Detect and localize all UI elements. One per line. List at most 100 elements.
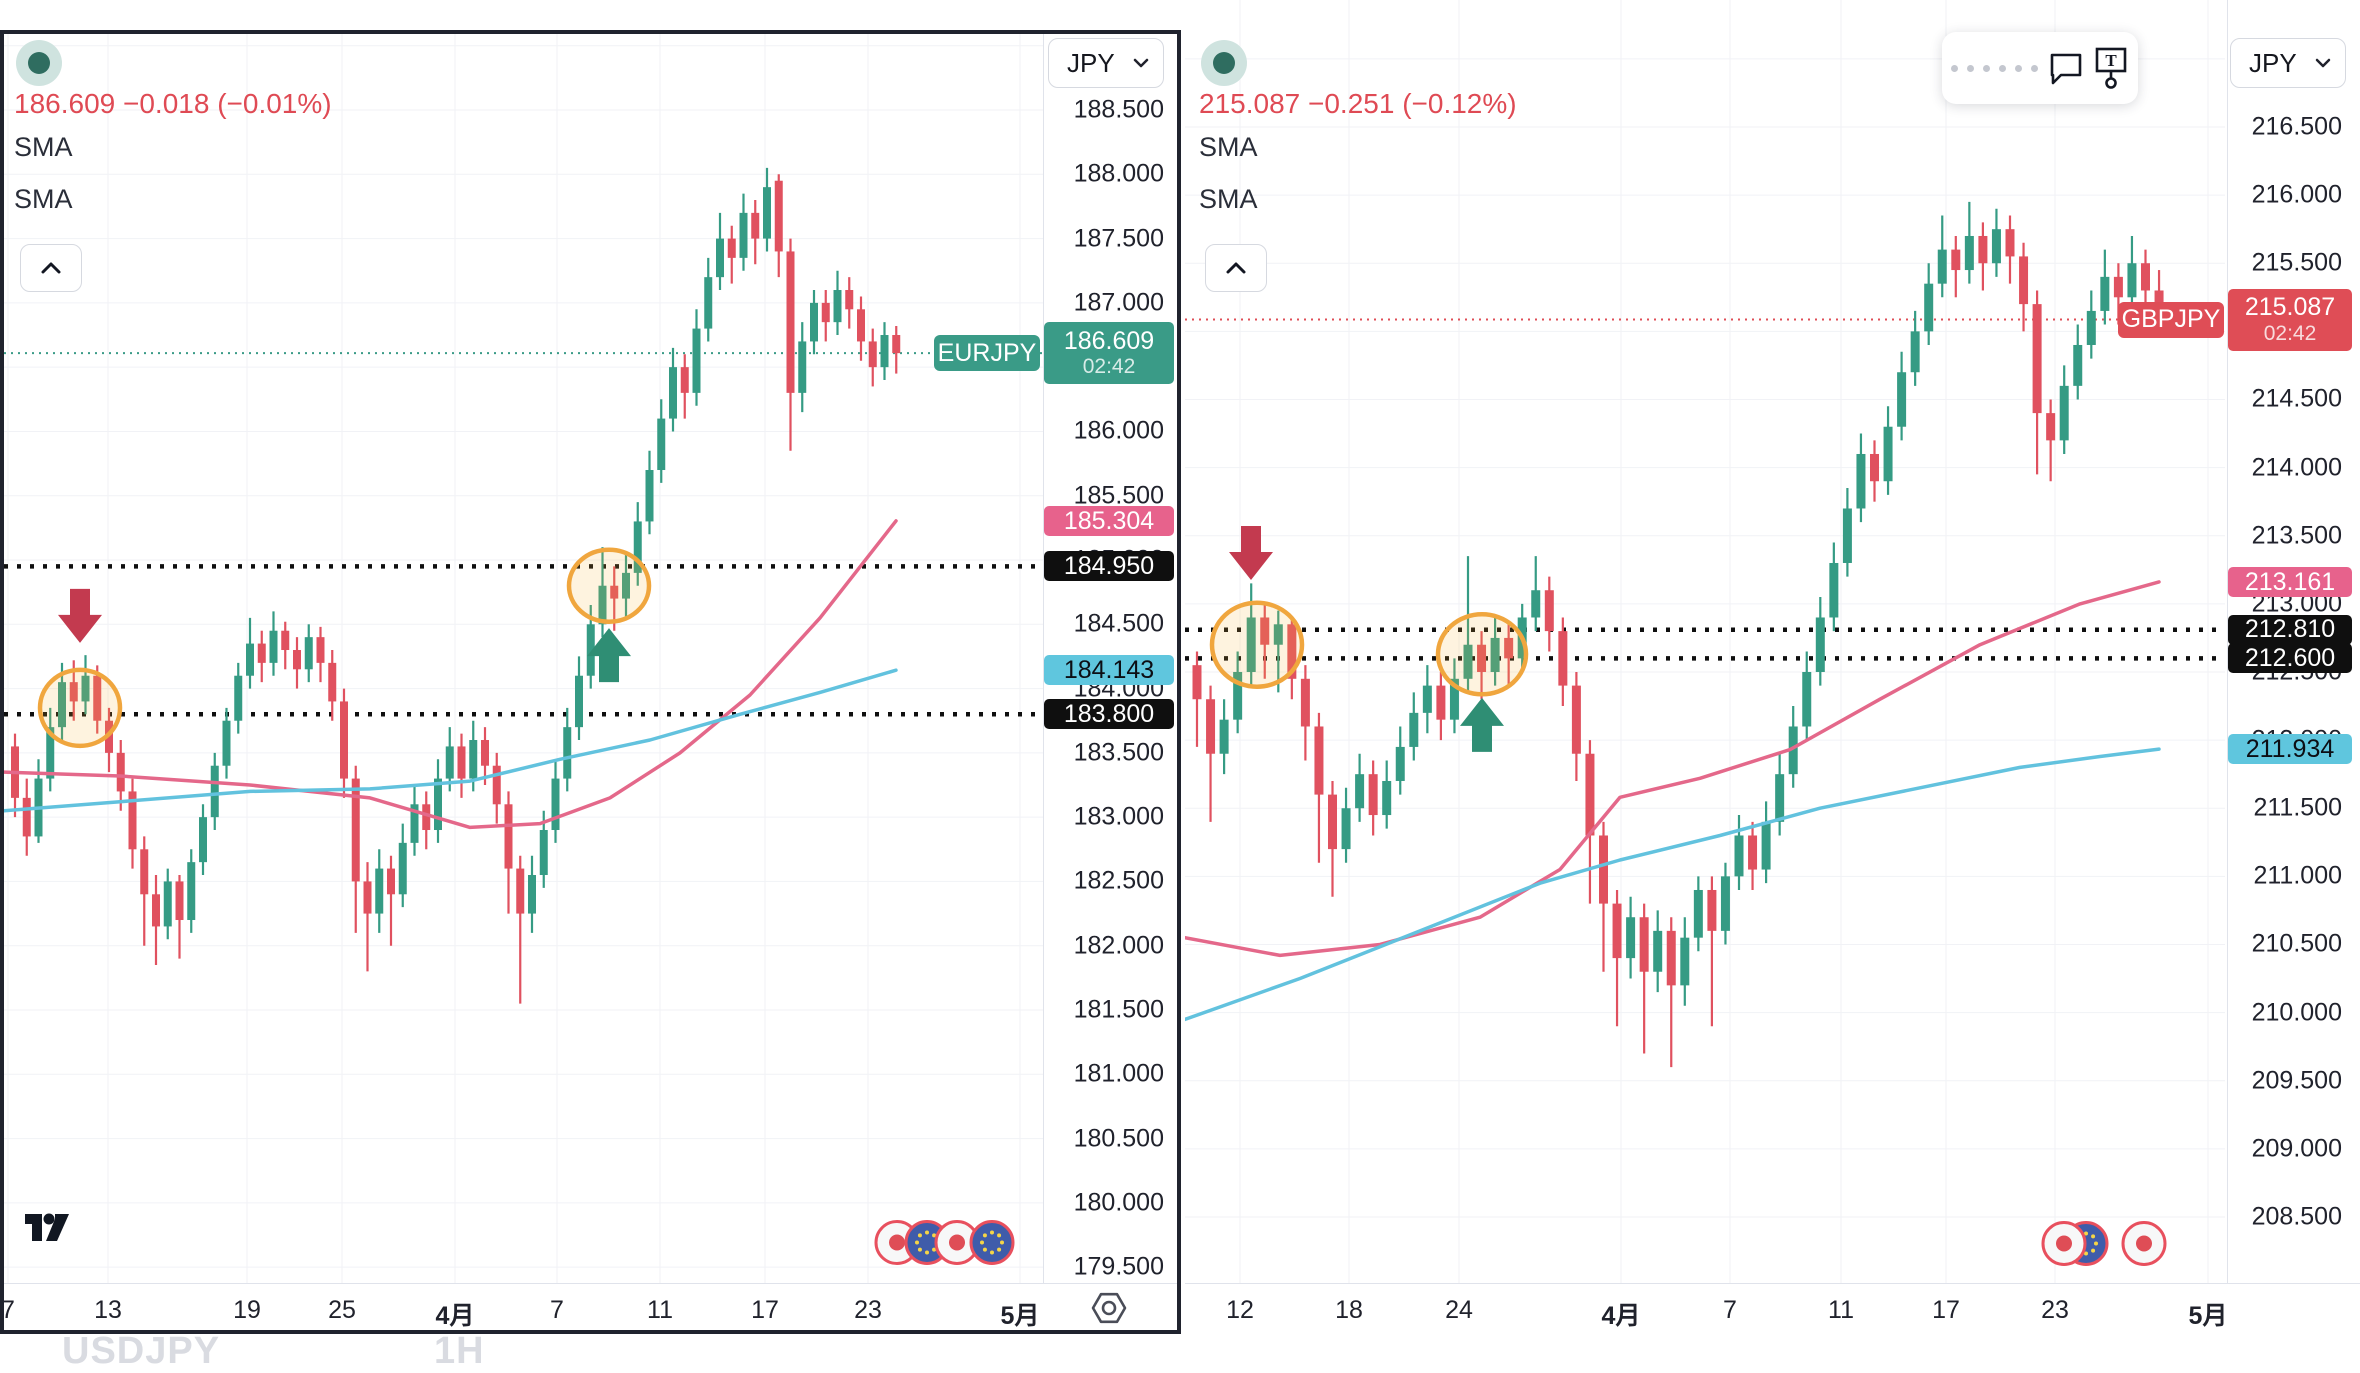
price-scale-separator [1043, 33, 1044, 1283]
candle [69, 682, 78, 702]
buy-arrow-icon[interactable] [1460, 697, 1504, 752]
sma_slow-line [1185, 747, 2161, 1022]
collapse-header-button[interactable] [20, 244, 82, 292]
candle [528, 875, 536, 914]
candle [210, 765, 219, 818]
currency-selector-right[interactable]: JPY [2230, 38, 2346, 88]
price-tick-label: 213.500 [2251, 521, 2342, 550]
collapse-header-button[interactable] [1205, 244, 1267, 292]
gbpjpy-chart-plot[interactable] [1185, 0, 2225, 1283]
candle [1883, 426, 1893, 482]
currency-value: JPY [2249, 47, 2297, 78]
price-tick-label: 182.500 [1073, 866, 1164, 895]
candle [1775, 774, 1785, 822]
candle [810, 302, 818, 342]
candle [586, 624, 595, 676]
candle [798, 341, 807, 393]
price-tick-label: 179.500 [1073, 1252, 1164, 1281]
sell-arrow-icon[interactable] [1229, 526, 1273, 581]
time-tick-label: 23 [854, 1296, 882, 1324]
price-change-pct: (−0.12%) [1402, 88, 1517, 119]
price-tick-label: 181.000 [1073, 1059, 1164, 1088]
indicator-label-sma2[interactable]: SMA [14, 184, 73, 214]
symbol-logo-circle[interactable] [1201, 40, 1247, 86]
candle [316, 637, 325, 663]
candle [1449, 678, 1459, 720]
time-axis-separator [1185, 1283, 2360, 1284]
gbpjpy-time-axis[interactable]: 12 18 24 4月 7 11 17 23 5月 [1185, 1283, 2227, 1331]
price-tick-label: 183.500 [1073, 738, 1164, 767]
candle [469, 740, 478, 779]
eurjpy-time-axis[interactable]: 7 13 19 25 4月 7 11 17 23 5月 [1, 1283, 1044, 1331]
candle [1558, 631, 1568, 686]
highlight-ellipse[interactable] [1435, 612, 1529, 697]
candle [1477, 644, 1487, 672]
candle [398, 842, 407, 895]
candle [845, 290, 854, 310]
price-tick-label: 181.500 [1073, 995, 1164, 1024]
time-tick-label: 25 [328, 1296, 356, 1324]
sell-arrow-icon[interactable] [58, 588, 102, 643]
highlight-ellipse[interactable] [1209, 600, 1305, 689]
candle [1300, 678, 1310, 727]
candle [680, 367, 689, 393]
price-level-badge: 183.800 [1044, 699, 1174, 730]
candle [2032, 304, 2042, 414]
price-level-badge: 211.934 [2228, 734, 2352, 765]
candle [351, 778, 360, 882]
eurjpy-price-scale[interactable]: 188.500188.000187.500187.000186.500186.0… [1044, 0, 1174, 1283]
jp-flag-event-icon[interactable] [2041, 1221, 2087, 1272]
jp-flag-event-icon[interactable] [2121, 1221, 2167, 1272]
candle [1964, 235, 1974, 271]
indicator-label-sma2[interactable]: SMA [1199, 184, 1258, 214]
tradingview-logo[interactable] [24, 1203, 74, 1245]
candle [1382, 780, 1392, 816]
candle [551, 778, 560, 831]
price-tick-label: 183.000 [1073, 802, 1164, 831]
time-tick-label: 19 [233, 1296, 261, 1324]
eu-flag-event-icon[interactable] [969, 1220, 1015, 1271]
candle [692, 328, 701, 393]
symbol-logo-circle[interactable] [16, 40, 62, 86]
chevron-down-icon [1133, 58, 1149, 68]
price-tick-label: 211.000 [2253, 861, 2342, 890]
axis-settings-gear-icon[interactable] [1089, 1289, 1129, 1327]
candle [1910, 331, 1920, 373]
candle [2005, 229, 2015, 257]
candle [1748, 835, 1758, 870]
candle [1273, 624, 1283, 645]
candle [821, 302, 830, 323]
time-tick-label: 7 [550, 1296, 564, 1324]
candle [175, 881, 184, 921]
price-tick-label: 214.500 [2251, 384, 2342, 413]
price-tick-label: 186.000 [1073, 416, 1164, 445]
text-anchor-icon[interactable]: T [2093, 46, 2129, 90]
drag-handle-icon[interactable] [1950, 64, 2038, 72]
price-tick-label: 209.000 [2251, 1134, 2342, 1163]
price-tick-label: 214.000 [2251, 453, 2342, 482]
highlight-ellipse[interactable] [566, 547, 652, 624]
candle [1531, 590, 1541, 618]
candle [892, 335, 901, 354]
candle [1599, 835, 1608, 904]
indicator-label-sma1[interactable]: SMA [14, 132, 73, 162]
price-tick-label: 210.000 [2251, 998, 2342, 1027]
currency-selector-left[interactable]: JPY [1048, 38, 1164, 88]
candle [481, 740, 489, 766]
jp-flag-event-icon[interactable] [934, 1220, 980, 1271]
candle [1368, 774, 1378, 816]
buy-arrow-icon[interactable] [587, 628, 631, 683]
candle [1829, 562, 1839, 618]
candle [2100, 276, 2110, 311]
eurjpy-chart-plot[interactable] [4, 33, 1044, 1283]
candle [1206, 699, 1216, 754]
candle [152, 894, 160, 927]
highlight-ellipse[interactable] [37, 667, 123, 749]
comment-bubble-icon[interactable] [2047, 50, 2085, 86]
price-tick-label: 180.500 [1073, 1124, 1164, 1153]
indicator-label-sma1[interactable]: SMA [1199, 132, 1258, 162]
price-tick-label: 188.500 [1073, 95, 1164, 124]
candle [774, 180, 783, 252]
candle [1842, 508, 1852, 563]
price-tick-label: 215.500 [2251, 248, 2342, 277]
